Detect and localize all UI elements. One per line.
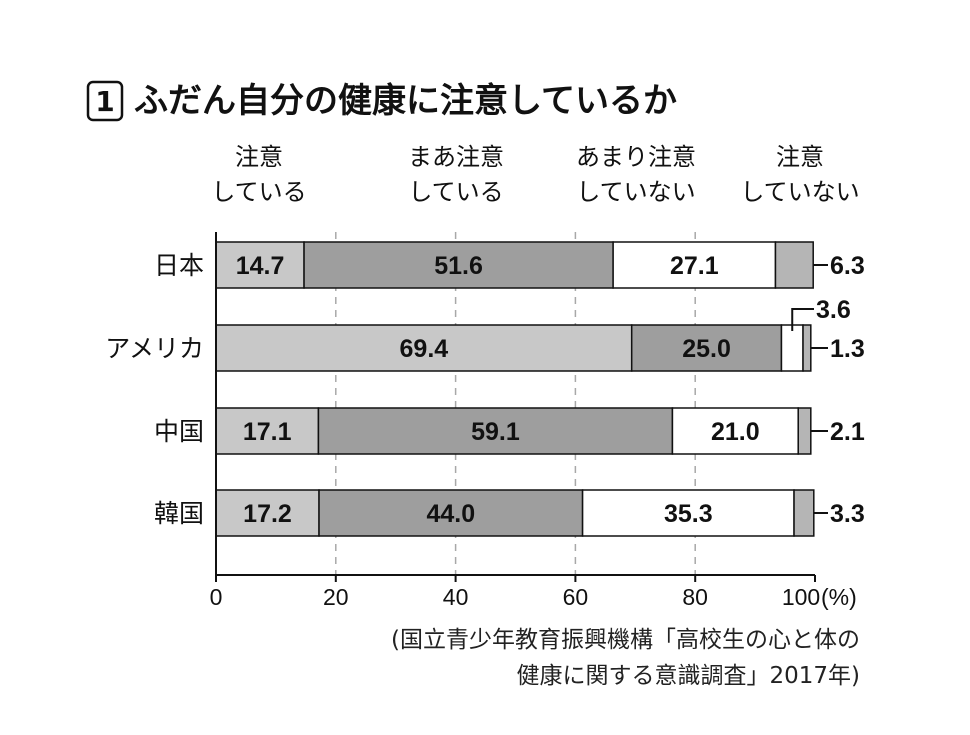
bar-segment-0-1	[303, 241, 614, 289]
value-label-1-1: 25.0	[682, 335, 731, 363]
value-label-2-0: 17.1	[243, 418, 292, 446]
value-label-3-0: 17.2	[243, 500, 292, 528]
value-label-2-3: 2.1	[830, 418, 865, 446]
x-unit-label: (%)	[821, 584, 857, 610]
x-axis: 0 20 40 60 80 100 (%)	[210, 232, 857, 610]
bar-segment-1-2	[780, 324, 804, 372]
category-label-1: アメリカ	[105, 334, 204, 363]
bar-segment-3-0	[215, 489, 320, 537]
x-tick-label-0: 0	[210, 584, 223, 610]
value-label-3-1: 44.0	[426, 500, 475, 528]
legend-4-line1: 注意	[776, 143, 824, 171]
value-label-0-3: 6.3	[830, 252, 865, 280]
legend-3-line1: あまり注意	[576, 143, 696, 171]
value-label-0-0: 14.7	[236, 252, 285, 280]
legend-2-line1: まあ注意	[408, 143, 504, 171]
value-label-3-3: 3.3	[830, 500, 865, 528]
source-line2: 健康に関する意識調査」2017年)	[516, 663, 860, 689]
value-label-1-3: 1.3	[830, 335, 865, 363]
value-label-2-2: 21.0	[711, 418, 760, 446]
bars	[215, 241, 815, 537]
legend-3-line2: していない	[576, 178, 695, 206]
value-label-0-1: 51.6	[434, 252, 483, 280]
x-tick-label-20: 20	[323, 584, 349, 610]
value-label-1-2: 3.6	[816, 296, 851, 324]
x-tick-label-100: 100	[782, 584, 820, 610]
bar-segment-2-3	[797, 407, 812, 455]
category-label-3: 韓国	[154, 499, 204, 528]
bar-segment-3-1	[318, 489, 584, 537]
title-number: 1	[95, 85, 114, 118]
legend-2-line2: している	[408, 178, 503, 206]
bar-segment-0-0	[215, 241, 305, 289]
bar-segment-0-3	[774, 241, 814, 289]
leader-line-1-2	[791, 308, 814, 331]
x-tick-label-60: 60	[563, 584, 589, 610]
bar-segment-1-3	[802, 324, 812, 372]
value-label-3-2: 35.3	[664, 500, 713, 528]
value-label-2-1: 59.1	[471, 418, 520, 446]
legend-4-line2: していない	[740, 178, 859, 206]
bar-segment-0-2	[612, 241, 777, 289]
legend: 注意 している まあ注意 している あまり注意 していない 注意 していない	[211, 143, 859, 206]
bar-segment-3-2	[581, 489, 795, 537]
category-label-2: 中国	[154, 417, 204, 446]
value-label-0-2: 27.1	[670, 252, 719, 280]
legend-1-line1: 注意	[235, 143, 283, 171]
title-text: ふだん自分の健康に注意しているか	[134, 81, 677, 121]
bar-segment-3-3	[793, 489, 815, 537]
x-tick-label-80: 80	[682, 584, 708, 610]
bar-labels: 日本 14.7 51.6 27.1 6.3 アメリカ 69.4 25.0 1.3 3.6 中国 17.…	[105, 251, 865, 528]
source-line1: (国立青少年教育振興機構「高校生の心と体の	[391, 627, 860, 653]
chart-title: 1 ふだん自分の健康に注意しているか	[86, 80, 677, 122]
legend-1-line2: している	[211, 178, 306, 206]
title-number-box	[86, 80, 124, 122]
value-label-1-0: 69.4	[400, 335, 449, 363]
x-tick-label-40: 40	[443, 584, 469, 610]
category-label-0: 日本	[154, 251, 204, 280]
gridlines	[335, 232, 696, 575]
